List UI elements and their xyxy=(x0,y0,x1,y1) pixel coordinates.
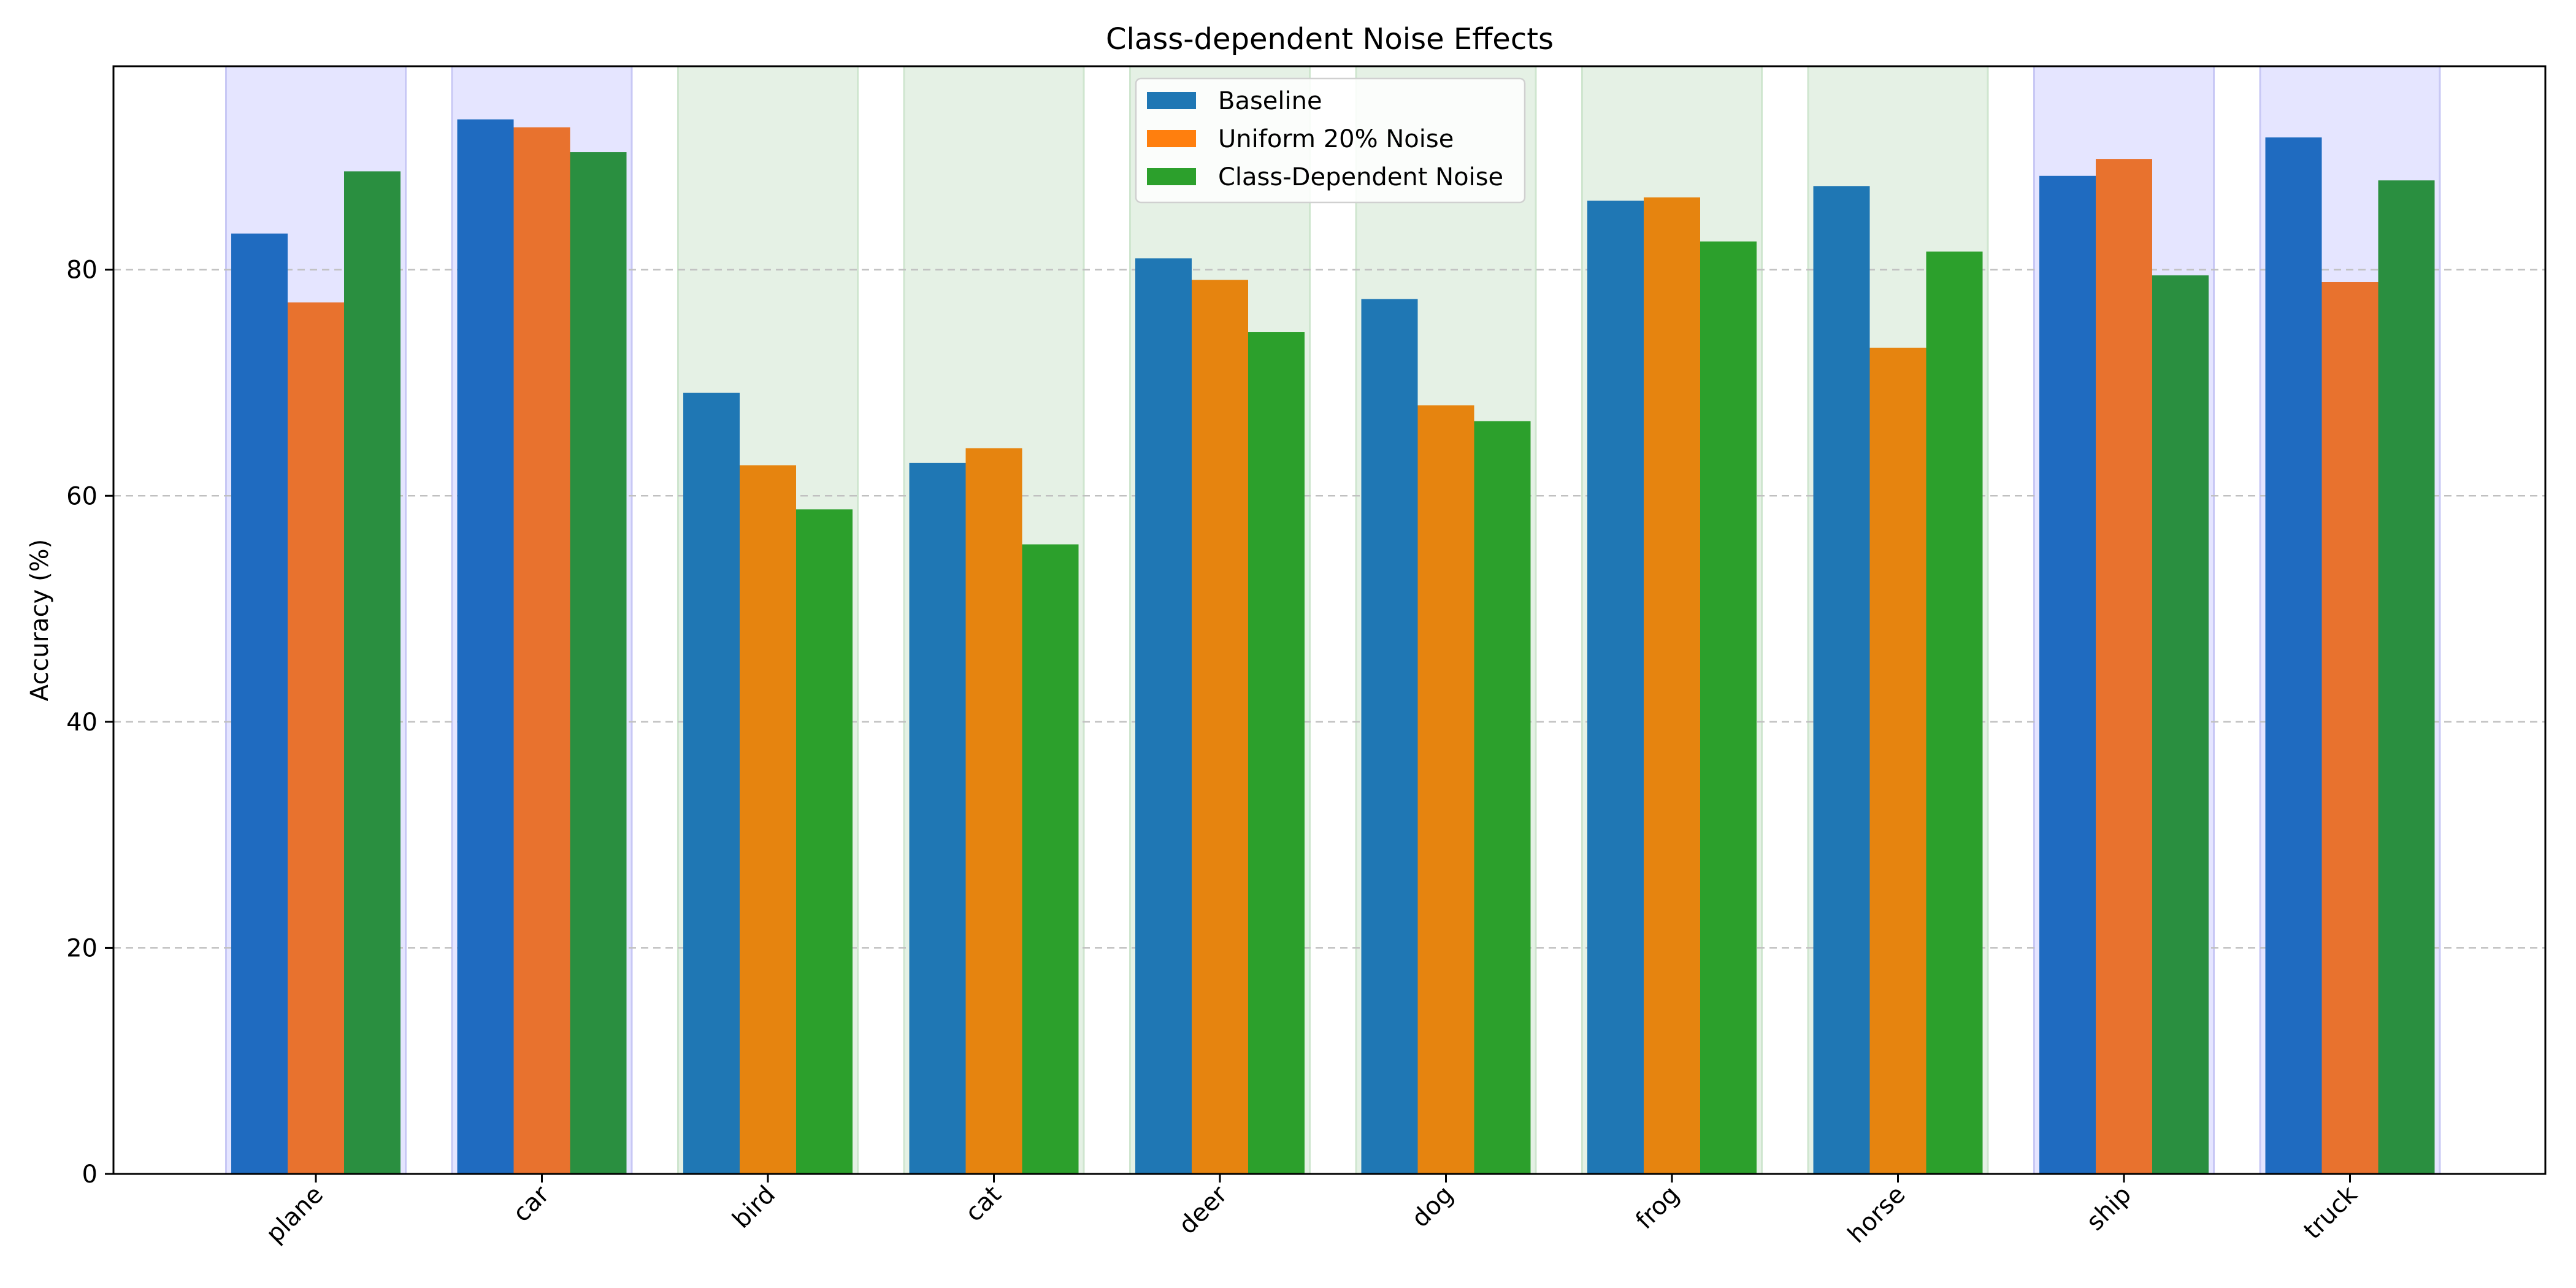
bar-cat-baseline xyxy=(909,462,966,1175)
x-tick-label-ship: ship xyxy=(2081,1181,2137,1236)
bar-frog-uniform-20-noise xyxy=(1644,197,1700,1174)
bar-plane-class-dependent-noise xyxy=(344,171,401,1174)
legend-swatch-2 xyxy=(1147,168,1196,185)
x-tick-label-deer: deer xyxy=(1173,1180,1233,1240)
x-tick-label-dog: dog xyxy=(1406,1181,1459,1233)
bar-dog-uniform-20-noise xyxy=(1417,405,1474,1174)
bar-bird-baseline xyxy=(683,393,740,1174)
bar-horse-uniform-20-noise xyxy=(1869,347,1926,1175)
x-tick-label-plane: plane xyxy=(261,1181,329,1249)
bar-ship-class-dependent-noise xyxy=(2152,275,2209,1174)
x-tick-label-bird: bird xyxy=(727,1181,781,1234)
x-axis-ticks: plane car bird cat deer dog frog horse ship truck xyxy=(261,1174,2363,1249)
legend-label-2: Class-Dependent Noise xyxy=(1218,163,1503,191)
bar-bird-uniform-20-noise xyxy=(740,465,796,1174)
y-axis-label: Accuracy (%) xyxy=(26,539,54,702)
bar-bird-class-dependent-noise xyxy=(796,509,853,1174)
x-tick-label-horse: horse xyxy=(1842,1181,1911,1249)
y-tick-label-0: 0 xyxy=(82,1160,98,1189)
legend: Baseline Uniform 20% Noise Class-Dependent… xyxy=(1135,77,1526,204)
legend-box xyxy=(1135,77,1526,204)
bar-series xyxy=(231,119,2435,1175)
bar-frog-class-dependent-noise xyxy=(1700,241,1757,1175)
bar-dog-baseline xyxy=(1361,299,1418,1175)
y-tick-label-80: 80 xyxy=(66,256,98,285)
bar-deer-baseline xyxy=(1135,258,1192,1175)
bar-car-uniform-20-noise xyxy=(513,127,570,1174)
x-tick-label-frog: frog xyxy=(1630,1181,1685,1235)
legend-label-0: Baseline xyxy=(1218,87,1322,115)
bar-cat-class-dependent-noise xyxy=(1022,544,1079,1174)
bar-ship-baseline xyxy=(2039,175,2096,1175)
bar-plane-uniform-20-noise xyxy=(288,302,344,1175)
x-tick-label-cat: cat xyxy=(960,1181,1007,1228)
x-tick-label-car: car xyxy=(508,1180,555,1227)
bar-truck-uniform-20-noise xyxy=(2321,282,2379,1174)
bar-cat-uniform-20-noise xyxy=(965,448,1022,1174)
bar-truck-class-dependent-noise xyxy=(2378,180,2435,1175)
x-tick-label-truck: truck xyxy=(2298,1180,2363,1245)
legend-swatch-1 xyxy=(1147,130,1196,147)
bar-ship-uniform-20-noise xyxy=(2096,159,2152,1175)
bar-frog-baseline xyxy=(1587,201,1644,1174)
bar-dog-class-dependent-noise xyxy=(1474,421,1531,1174)
legend-label-1: Uniform 20% Noise xyxy=(1218,125,1454,153)
bar-horse-baseline xyxy=(1813,186,1870,1174)
bar-deer-uniform-20-noise xyxy=(1192,280,1248,1174)
bar-horse-class-dependent-noise xyxy=(1926,251,1983,1175)
y-tick-label-60: 60 xyxy=(66,482,98,510)
y-tick-label-40: 40 xyxy=(66,708,98,737)
bar-deer-class-dependent-noise xyxy=(1248,332,1305,1174)
bar-plane-baseline xyxy=(231,233,288,1174)
plot-frame xyxy=(112,65,2547,1175)
legend-swatch-0 xyxy=(1147,92,1196,109)
bar-car-class-dependent-noise xyxy=(570,152,627,1175)
y-axis-ticks: 0 20 40 60 80 xyxy=(66,256,113,1189)
chart-title: Class-dependent Noise Effects xyxy=(1106,22,1554,56)
bar-truck-baseline xyxy=(2265,137,2322,1175)
y-tick-label-20: 20 xyxy=(66,934,98,962)
bar-car-baseline xyxy=(457,119,514,1175)
